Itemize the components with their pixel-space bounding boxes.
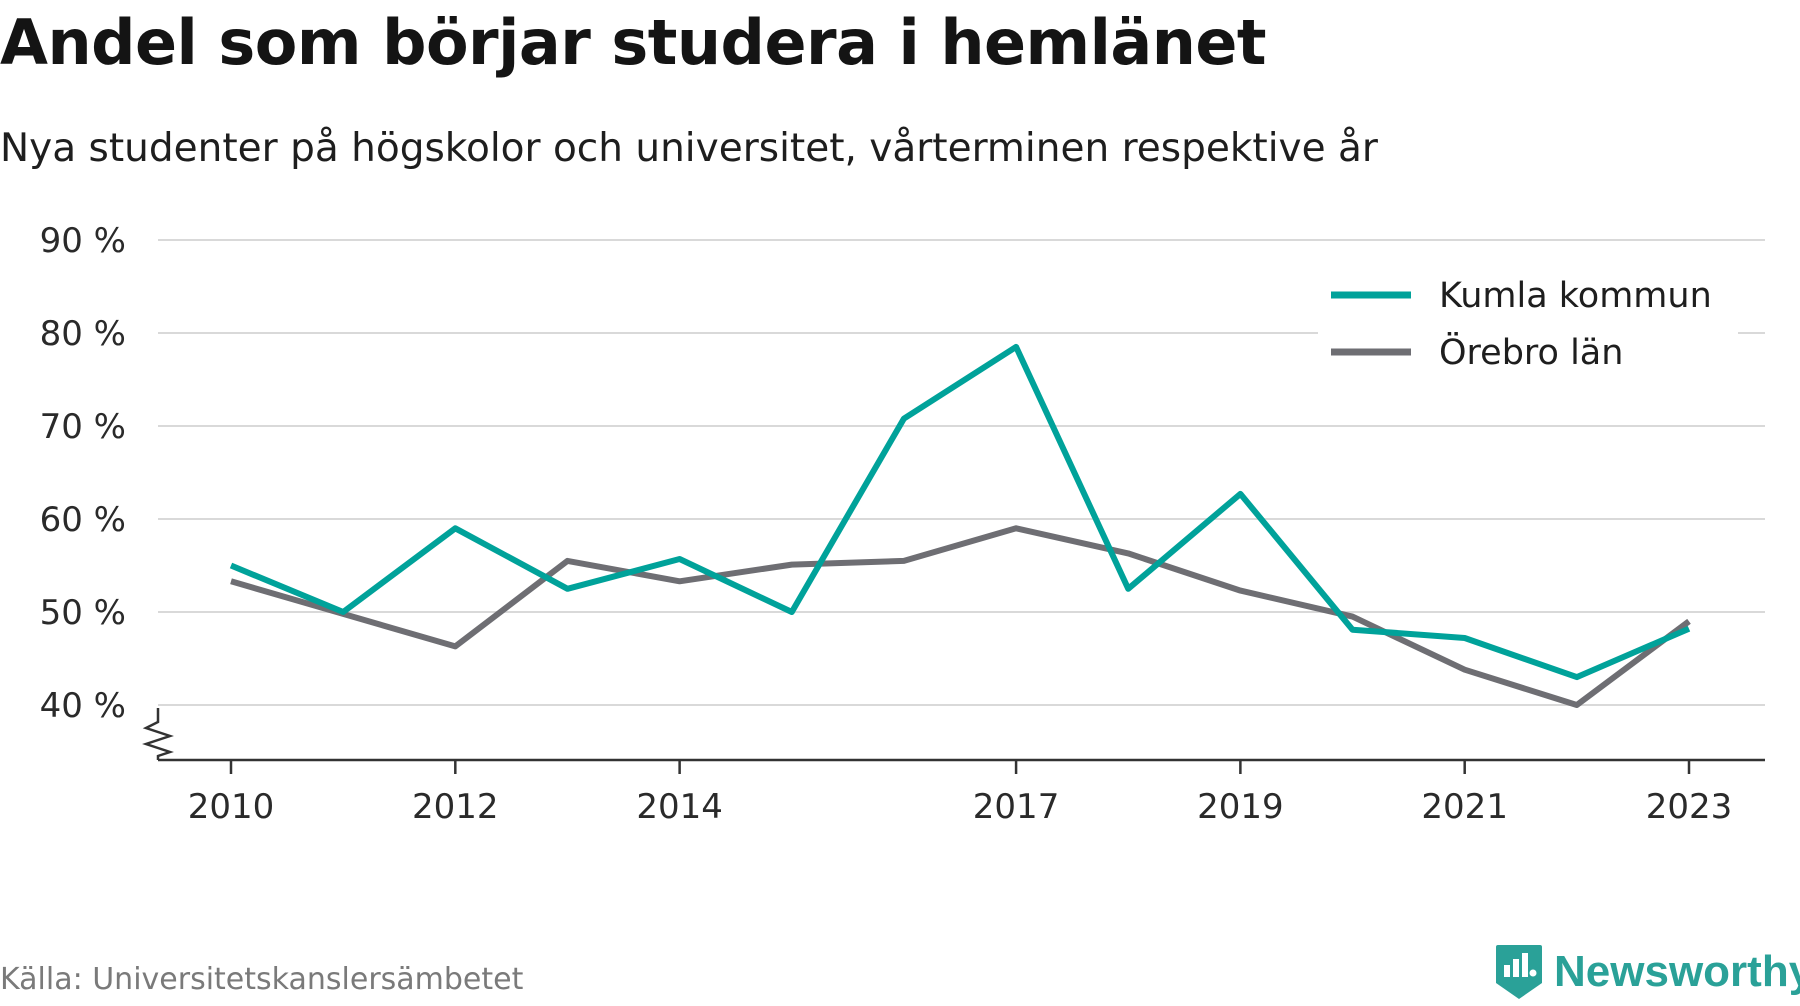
chart-subtitle: Nya studenter på högskolor och universit…	[0, 126, 1378, 171]
y-tick-label-40: 40 %	[40, 686, 126, 726]
legend-label-1: Kumla kommun	[1439, 276, 1712, 316]
y-tick-label-90: 90 %	[40, 221, 126, 261]
brand-name: Newsworthy	[1554, 947, 1800, 996]
legend: Kumla kommun Örebro län	[1318, 262, 1738, 388]
x-tick-label-2014: 2014	[636, 787, 723, 827]
x-tick-label-2023: 2023	[1646, 787, 1733, 827]
series-lines	[229, 343, 1691, 708]
newsworthy-logo-icon	[1496, 945, 1542, 999]
y-axis-labels: 40 % 50 % 60 % 70 % 80 % 90 %	[40, 221, 126, 726]
x-axis: 2010 2012 2014 2017 2019 2021 2023	[142, 708, 1765, 827]
x-tick-label-2021: 2021	[1421, 787, 1508, 827]
brand[interactable]: Newsworthy	[1494, 938, 1800, 1006]
source-note: Källa: Universitetskanslersämbetet	[0, 962, 524, 997]
legend-label-2: Örebro län	[1439, 331, 1623, 373]
y-axis-break-symbol	[142, 708, 174, 760]
x-tick-label-2012: 2012	[412, 787, 499, 827]
series-line-2	[230, 525, 1691, 708]
chart-title: Andel som börjar studera i hemlänet	[0, 6, 1267, 79]
y-tick-label-60: 60 %	[40, 500, 126, 540]
y-tick-label-80: 80 %	[40, 314, 126, 354]
x-tick-label-2010: 2010	[188, 787, 275, 827]
x-tick-label-2019: 2019	[1197, 787, 1284, 827]
x-tick-label-2017: 2017	[973, 787, 1060, 827]
y-tick-label-50: 50 %	[40, 593, 126, 633]
series-line-1	[229, 343, 1691, 681]
grid-lines	[158, 239, 1765, 706]
legend-background	[1318, 262, 1738, 388]
y-tick-label-70: 70 %	[40, 407, 126, 447]
